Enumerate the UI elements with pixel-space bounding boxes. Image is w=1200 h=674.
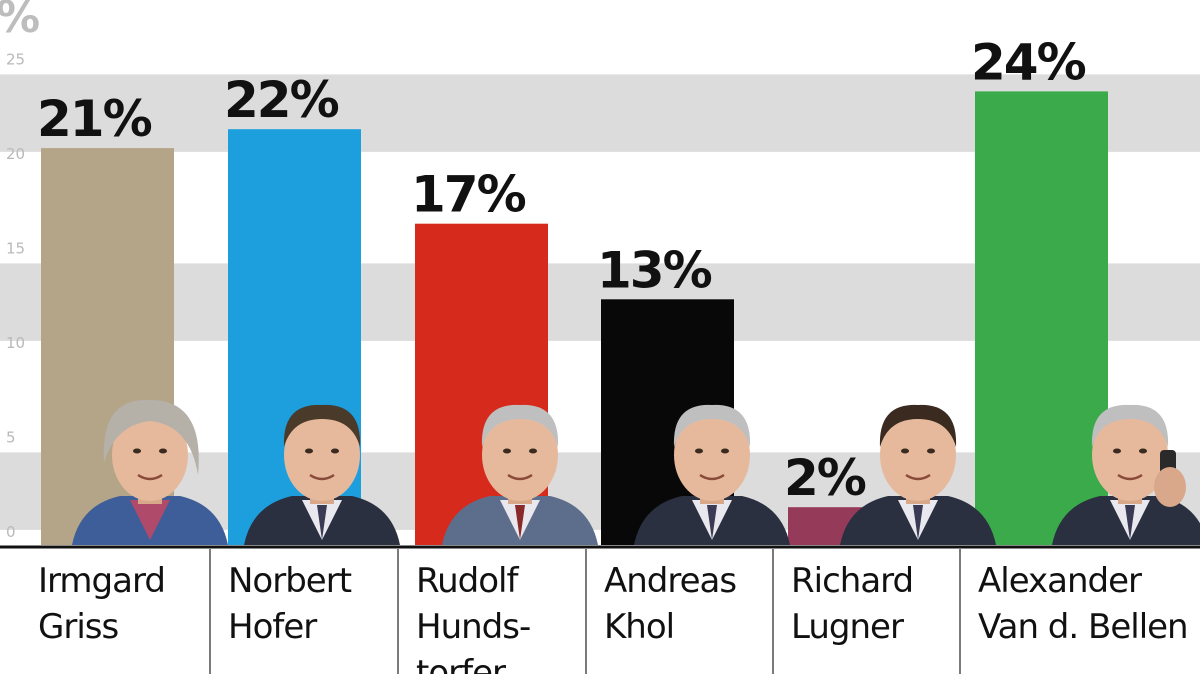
category-label: Richard <box>791 561 913 601</box>
man-portrait-icon <box>634 404 790 545</box>
category-labels: Irmgard Griss Norbert Hofer Rudolf Hunds-torf… <box>38 549 1189 674</box>
unit-label: % <box>0 0 40 43</box>
category-label: Rudolf <box>416 561 519 601</box>
value-labels: 21% 22% 17% 13% 2% 24% <box>37 33 1088 507</box>
category-label: Andreas <box>604 561 736 601</box>
bars <box>41 91 1108 546</box>
category-label: Irmgard <box>38 561 165 601</box>
bar <box>975 91 1108 546</box>
y-tick-label: 0 <box>6 523 16 541</box>
category-label: Hunds- <box>416 607 530 647</box>
category-label: Lugner <box>791 607 904 647</box>
y-axis-ticks: 0 5 10 15 20 25 <box>6 51 25 542</box>
value-label: 13% <box>597 241 712 299</box>
man-portrait-icon <box>840 404 996 545</box>
man-portrait-icon <box>244 404 400 545</box>
category-label: Khol <box>604 607 674 647</box>
value-label: 2% <box>784 449 866 507</box>
y-tick-label: 20 <box>6 145 25 163</box>
category-label: Alexander <box>978 561 1142 601</box>
category-label: Hofer <box>228 607 317 647</box>
man-on-phone-portrait-icon <box>1052 404 1200 545</box>
value-label: 21% <box>37 90 152 148</box>
value-label: 24% <box>971 33 1086 91</box>
y-tick-label: 5 <box>6 429 16 447</box>
category-label: torfer <box>416 653 506 674</box>
value-label: 22% <box>224 71 339 129</box>
y-tick-label: 10 <box>6 334 25 352</box>
candidate-photos <box>72 399 1200 545</box>
category-label: Norbert <box>228 561 352 601</box>
category-label: Van d. Bellen <box>978 607 1188 647</box>
y-tick-label: 25 <box>6 51 25 69</box>
y-tick-label: 15 <box>6 240 25 258</box>
value-label: 17% <box>411 166 526 224</box>
woman-portrait-icon <box>72 399 228 545</box>
category-label: Griss <box>38 607 118 647</box>
man-portrait-icon <box>442 404 598 545</box>
